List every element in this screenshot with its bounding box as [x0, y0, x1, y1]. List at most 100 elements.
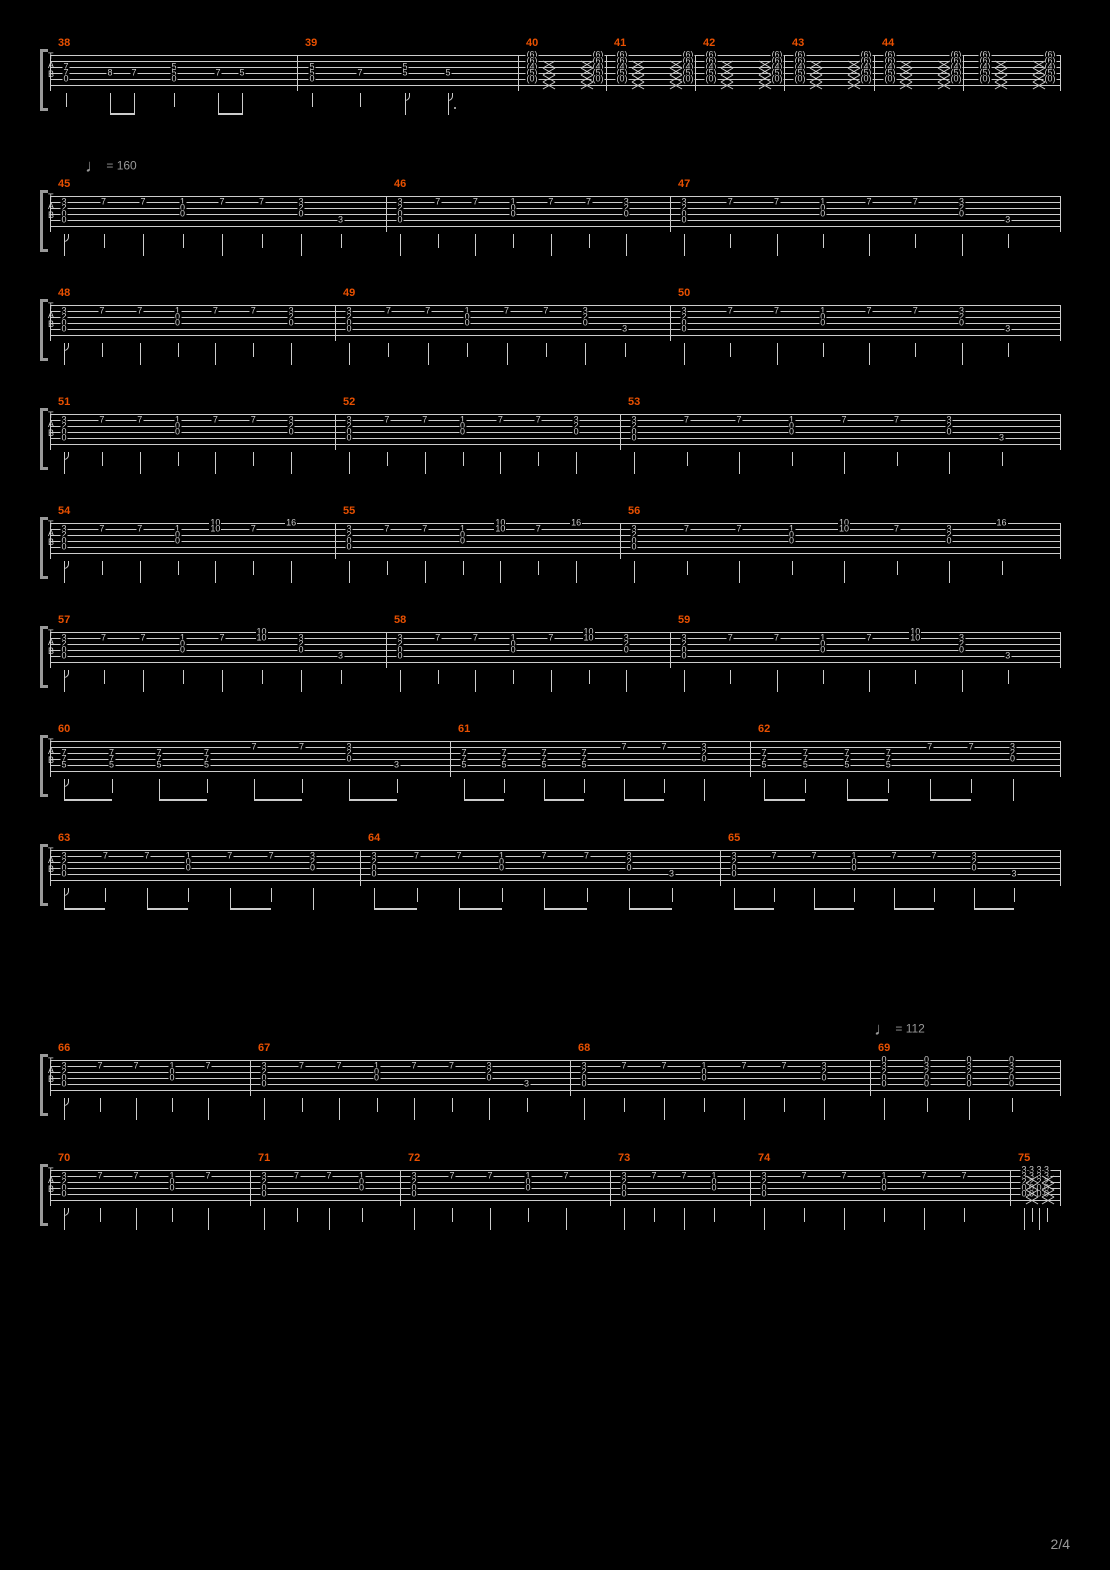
tab-line [50, 874, 1060, 875]
fret-number: 5 [500, 761, 507, 770]
tab-line [50, 1170, 1060, 1171]
system-bracket [40, 844, 43, 906]
measure-number: 58 [394, 614, 406, 626]
barline [518, 55, 519, 91]
tab-line [50, 305, 1060, 306]
tab-line [50, 535, 1060, 536]
tab-label: TAB [48, 193, 54, 220]
fret-number: 0 [297, 210, 304, 219]
barline [1060, 414, 1061, 450]
system-bracket [40, 190, 43, 252]
barline [1060, 850, 1061, 886]
tab-label: TAB [48, 411, 54, 438]
fret-number: 3 [1004, 325, 1011, 334]
fret-number: 0 [373, 1074, 380, 1083]
fret-number: 10 [583, 634, 595, 643]
measure-number: 55 [343, 505, 355, 517]
fret-number: 3 [337, 216, 344, 225]
fret-number: 0 [179, 210, 186, 219]
fret-number: 0 [680, 325, 687, 334]
fret-number: 3 [621, 325, 628, 334]
tab-staff: TAB3839404142434477087550755507555(6)(6)… [50, 55, 1060, 91]
measure-number: 39 [305, 37, 317, 49]
tempo-bpm-1: 160 [117, 159, 137, 173]
fret-number: 0 [60, 1080, 67, 1089]
fret-number: 10 [838, 525, 850, 534]
fret-number: 0 [970, 864, 977, 873]
fret-number: 7 [740, 1062, 747, 1071]
fret-number: 7 [226, 852, 233, 861]
fret-number: 7 [204, 1172, 211, 1181]
measure-number: 57 [58, 614, 70, 626]
fret-number: 3 [1004, 652, 1011, 661]
fret-number: 7 [132, 1172, 139, 1181]
fret-number: 7 [204, 1062, 211, 1071]
fret-number: 0 [958, 646, 965, 655]
fret-number: 0 [358, 1184, 365, 1193]
fret-number: 0 [700, 755, 707, 764]
measure-number: 40 [526, 37, 538, 49]
tab-line [50, 196, 1060, 197]
fret-number: 0 [396, 652, 403, 661]
fret-number: 7 [620, 743, 627, 752]
fret-number: 0 [60, 216, 67, 225]
fret-number: 7 [650, 1172, 657, 1181]
tab-line [50, 1194, 1060, 1195]
measure-number: 51 [58, 396, 70, 408]
fret-number: 0 [1008, 1080, 1015, 1089]
tab-staff: TAB4546473200771007732033200771007732032… [50, 196, 1060, 232]
fret-number: 7 [293, 1172, 300, 1181]
fret-number: 7 [865, 307, 872, 316]
fret-number: 0 [680, 216, 687, 225]
measure-number: 69 [878, 1042, 890, 1054]
tremolo-group [627, 57, 687, 89]
measure-number: 60 [58, 723, 70, 735]
fret-number: 0 [410, 1190, 417, 1199]
tab-line [50, 323, 1060, 324]
tab-line [50, 1176, 1060, 1177]
system-bracket [40, 299, 43, 361]
fret-number: 0 [630, 434, 637, 443]
tab-line [50, 547, 1060, 548]
measure-number: 61 [458, 723, 470, 735]
fret-number: 7 [840, 1172, 847, 1181]
tab-line [50, 335, 1060, 336]
fret-number: 5 [238, 69, 245, 78]
barline [335, 305, 336, 341]
barline [695, 55, 696, 91]
fret-number: 0 [730, 870, 737, 879]
tab-label: TAB [48, 847, 54, 874]
fret-number: 0 [625, 864, 632, 873]
tremolo-group [805, 57, 865, 89]
fret-number: 7 [139, 634, 146, 643]
measure-number: 75 [1018, 1152, 1030, 1164]
fret-number: 0 [880, 1080, 887, 1089]
fret-number: 7 [98, 525, 105, 534]
barline [50, 523, 51, 559]
fret-number: 7 [770, 852, 777, 861]
fret-number: 0 [819, 646, 826, 655]
fret-number: 0 [345, 755, 352, 764]
tab-line [50, 541, 1060, 542]
system-bracket [40, 626, 43, 688]
barline [50, 632, 51, 668]
barline [360, 850, 361, 886]
barline [1060, 1170, 1061, 1206]
fret-number: 0 [623, 210, 630, 219]
fret-number: 7 [472, 634, 479, 643]
fret-number: 0 [923, 1080, 930, 1089]
barline [670, 305, 671, 341]
fret-number: 7 [385, 307, 392, 316]
fret-number: 0 [62, 75, 69, 84]
tab-line [50, 208, 1060, 209]
barline [1060, 305, 1061, 341]
tab-system: TAB5455563200771001010716320077100101071… [50, 523, 1060, 559]
tab-staff: TAB6364653200771007732032007710077320332… [50, 850, 1060, 886]
fret-number: 7 [250, 743, 257, 752]
fret-number: 10 [209, 525, 221, 534]
fret-number: 7 [683, 416, 690, 425]
fret-number: 0 [623, 646, 630, 655]
measure-number: 47 [678, 178, 690, 190]
fret-number: 7 [620, 1062, 627, 1071]
fret-number: 0 [788, 537, 795, 546]
